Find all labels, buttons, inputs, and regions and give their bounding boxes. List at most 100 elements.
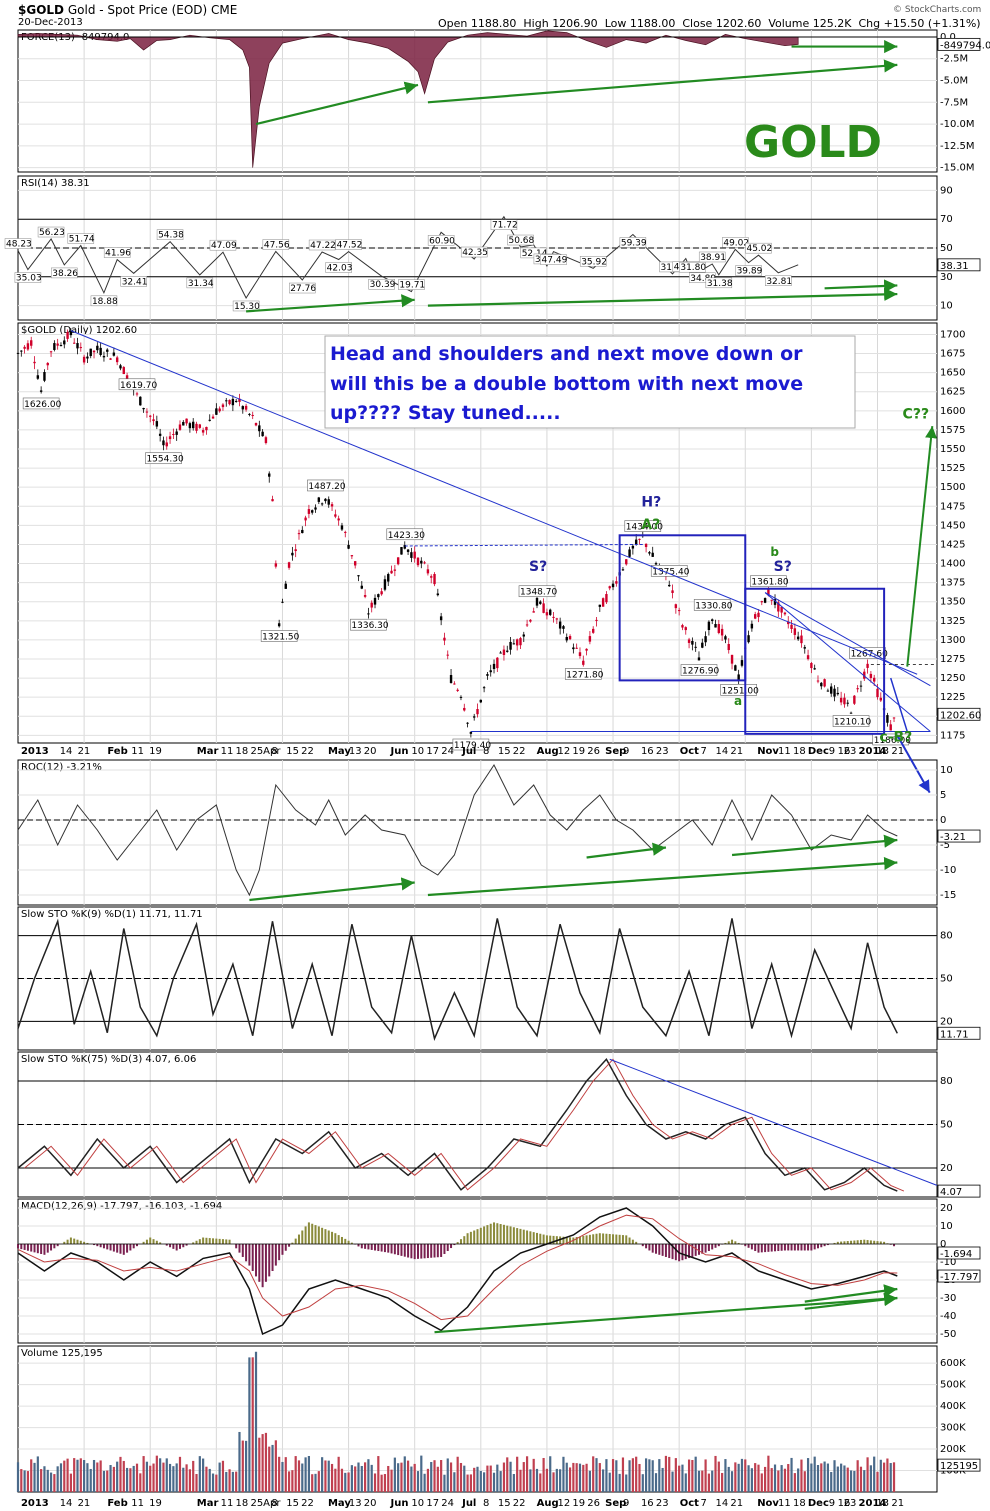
- price-pivot-tag: 1276.90: [680, 664, 719, 677]
- candle-body: [287, 562, 291, 568]
- rsi-tag-box: [679, 261, 706, 273]
- volume-bar: [843, 1465, 846, 1492]
- volume-bar: [208, 1468, 211, 1492]
- volume-bar: [360, 1465, 363, 1492]
- macd-hist-bar: [803, 1244, 806, 1251]
- volume-bar: [205, 1466, 208, 1492]
- candle-body: [720, 628, 724, 636]
- volume-bar: [102, 1470, 106, 1492]
- macd-hist-bar: [863, 1239, 866, 1244]
- macd-hist-bar: [588, 1234, 591, 1244]
- candle-body: [849, 712, 853, 714]
- volume-bar: [555, 1468, 558, 1492]
- rsi-tag-label: 31.80: [680, 263, 706, 273]
- macd-hist-bar: [400, 1244, 403, 1256]
- volume-bar: [499, 1471, 502, 1492]
- macd-hist-bar: [142, 1241, 145, 1244]
- rsi-value-tag: 42.35: [460, 246, 488, 258]
- macd-hist-bar: [26, 1244, 29, 1251]
- candle-body: [568, 636, 572, 640]
- candle-body: [737, 674, 740, 681]
- macd-hist-bar: [770, 1244, 773, 1252]
- price-ytick: 1400: [940, 559, 965, 570]
- price-pivot-tag: 1210.10: [832, 715, 872, 728]
- candle-body: [886, 715, 889, 723]
- volume-bar: [188, 1469, 191, 1492]
- force-ytick: -10.0M: [940, 119, 975, 130]
- volume-bar: [79, 1458, 82, 1492]
- volume-bar: [327, 1460, 330, 1492]
- x-tick-label: 8: [271, 746, 277, 757]
- candle-body: [396, 557, 400, 565]
- volume-bar: [615, 1460, 618, 1492]
- candle-body: [684, 627, 687, 631]
- candle-body: [20, 350, 23, 352]
- volume-bar: [565, 1462, 568, 1492]
- candle-body: [168, 436, 172, 440]
- volume-bar: [63, 1460, 66, 1492]
- candle-body: [677, 610, 681, 612]
- volume-bar: [767, 1455, 770, 1492]
- macd-hist-bar: [502, 1224, 505, 1244]
- sto75-last-label: 4.07: [940, 1187, 962, 1198]
- candle-body: [833, 688, 836, 697]
- candle-body: [360, 585, 363, 589]
- volume-value: 125.2K: [812, 17, 852, 30]
- macd-hist-bar: [840, 1241, 843, 1244]
- volume-bar: [618, 1473, 621, 1492]
- candle-body: [36, 375, 40, 379]
- rsi-tag-box: [490, 219, 518, 230]
- macd-title: MACD(12,26,9) -17.797, -16.103, -1.694: [21, 1201, 222, 1212]
- macd-hist-bar: [691, 1244, 694, 1257]
- macd-ytick: 10: [940, 1221, 953, 1232]
- candle-body: [575, 647, 578, 649]
- macd-hist-bar: [185, 1244, 188, 1246]
- macd-hist-bar: [631, 1239, 634, 1244]
- annotation-line: up???? Stay tuned.....: [330, 402, 561, 424]
- macd-hist-bar: [245, 1244, 248, 1262]
- macd-last-value: -1.694: [937, 1246, 981, 1260]
- volume-bar: [281, 1461, 284, 1492]
- candle-body: [545, 612, 549, 616]
- rsi-tag-label: 18.88: [92, 297, 118, 307]
- macd-hist-bar: [294, 1238, 297, 1244]
- rsi-tag-box: [765, 275, 792, 287]
- x-tick-label: 15: [286, 1498, 299, 1509]
- volume-bar: [122, 1460, 125, 1492]
- candle-body: [410, 552, 413, 558]
- volume-bar: [155, 1455, 158, 1492]
- volume-bar: [671, 1471, 674, 1492]
- volume-bar: [400, 1462, 403, 1492]
- volume-bar: [16, 1462, 20, 1492]
- candle-body: [201, 430, 205, 433]
- volume-bar: [420, 1455, 423, 1492]
- macd-hist-bar: [195, 1240, 198, 1244]
- macd-hist-bar: [281, 1244, 284, 1255]
- annotation-line: will this be a double bottom with next m…: [330, 373, 803, 395]
- candle-body: [826, 690, 830, 692]
- candle-body: [413, 551, 416, 559]
- macd-frame: [17, 1198, 938, 1344]
- volume-bar: [66, 1458, 69, 1492]
- rsi-value-tag: 39.89: [735, 265, 763, 277]
- macd-hist-bar: [754, 1244, 757, 1252]
- macd-hist-bar: [149, 1237, 152, 1244]
- candle-body: [99, 347, 102, 356]
- rsi-value-tag: 35.92: [579, 256, 607, 267]
- sto75-ytick: 80: [940, 1076, 953, 1087]
- macd-hist-bar: [33, 1244, 36, 1253]
- x-tick-label: 11: [131, 1498, 144, 1509]
- candle-body: [231, 398, 235, 406]
- x-tick-label: 26: [587, 746, 600, 757]
- candle-body: [142, 407, 145, 410]
- macd-hist-bar: [291, 1242, 294, 1244]
- volume-bar: [449, 1462, 453, 1492]
- rsi-tag-box: [4, 238, 32, 249]
- macd-hist-bar: [866, 1240, 869, 1244]
- force-ytick: -7.5M: [940, 97, 968, 108]
- candle-body: [221, 404, 225, 408]
- volume-bar: [648, 1459, 651, 1492]
- candle-body: [268, 473, 271, 477]
- divergence-arrow: [246, 294, 415, 313]
